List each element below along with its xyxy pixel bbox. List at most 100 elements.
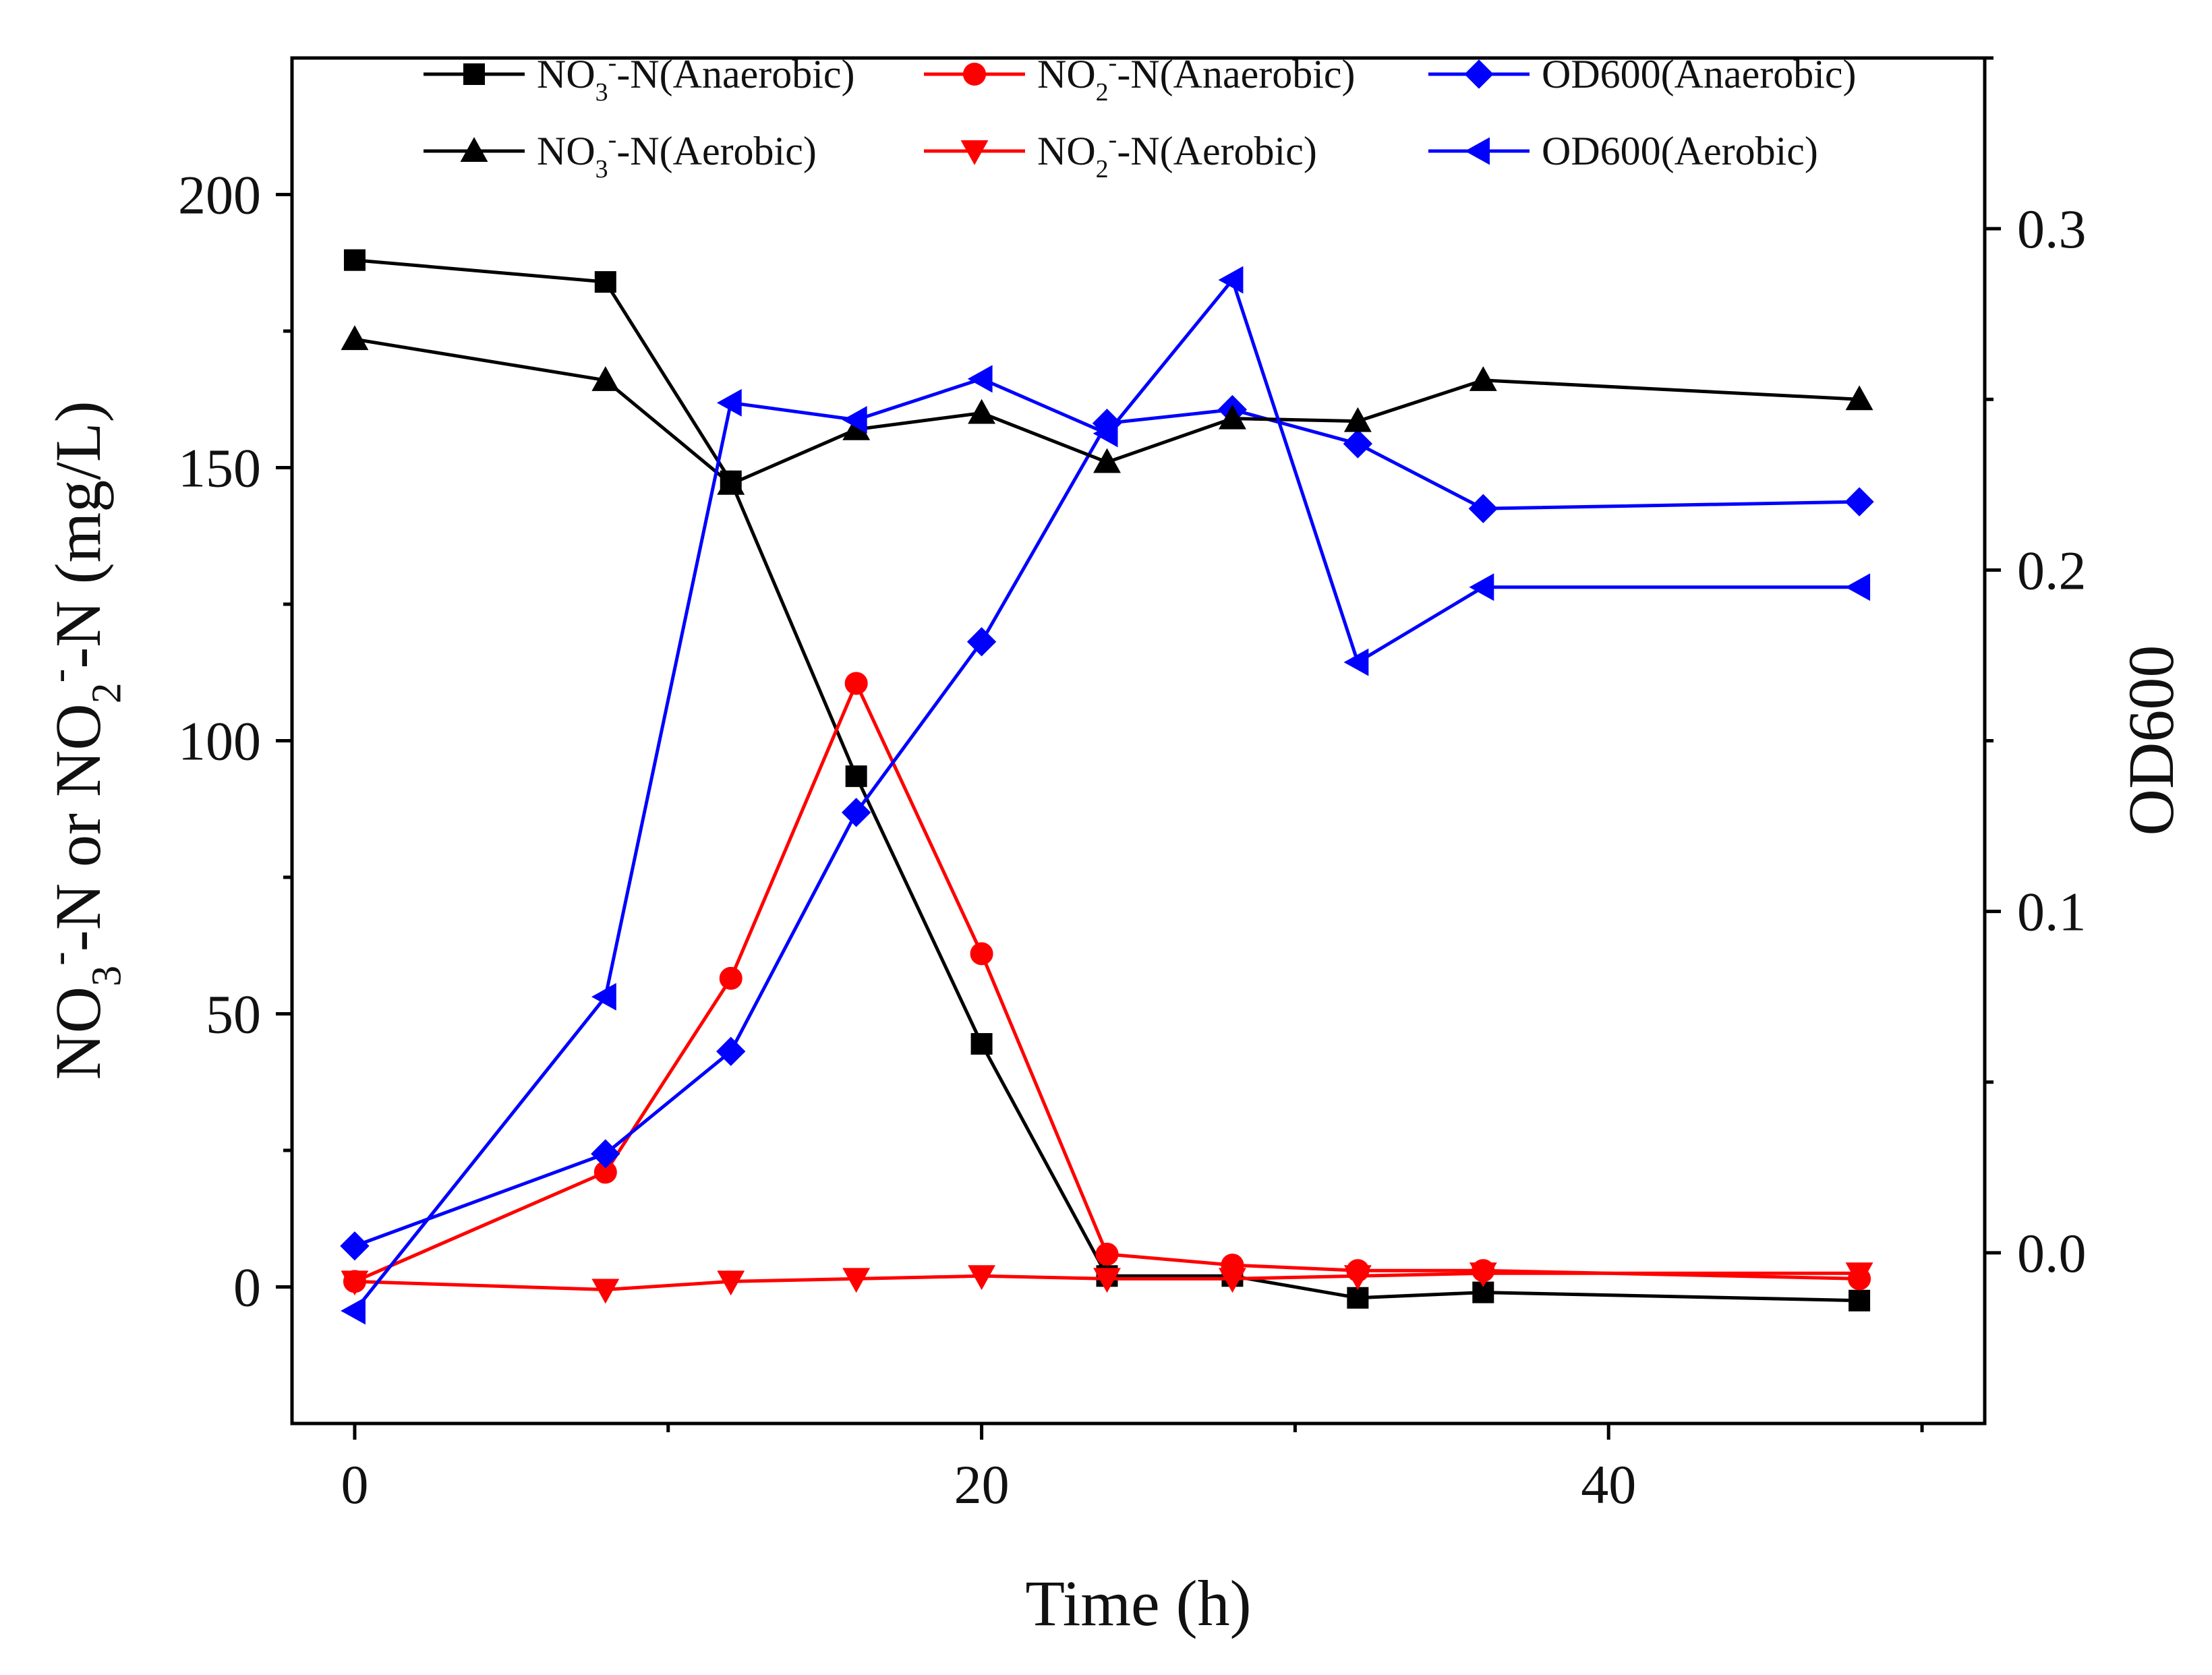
text-part: 3	[595, 155, 608, 183]
data-point	[343, 249, 366, 271]
data-point	[340, 1231, 370, 1261]
data-point	[1469, 1262, 1497, 1288]
legend-item: NO2--N(Aerobic)	[924, 125, 1317, 183]
legend-item: NO3--N(Aerobic)	[424, 125, 817, 183]
y-axis-title: NO3--N or NO2--N (mg/L)	[36, 401, 130, 1080]
y-tick-label: 150	[178, 438, 261, 499]
data-point	[1093, 1268, 1121, 1293]
series-line	[354, 337, 1860, 486]
legend-marker	[1464, 59, 1494, 89]
data-point	[1343, 429, 1373, 459]
y-tick-label: 100	[178, 711, 261, 772]
data-point	[844, 672, 868, 695]
text-part: NO	[1037, 129, 1096, 173]
text-part: OD600(Anaerobic)	[1542, 52, 1857, 96]
legend-item: NO2--N(Anaerobic)	[924, 49, 1355, 107]
text-part: NO	[42, 987, 114, 1080]
legend-label: OD600(Anaerobic)	[1542, 52, 1857, 96]
legend-item: OD600(Aerobic)	[1428, 129, 1818, 173]
series-layer	[340, 249, 1874, 1325]
text-part: -N(Anaerobic)	[1117, 52, 1355, 96]
y-tick-label: 50	[206, 984, 261, 1045]
text-part: -N (mg/L)	[42, 401, 114, 668]
data-point	[1095, 1242, 1119, 1266]
data-point	[591, 982, 616, 1011]
data-point	[1845, 385, 1873, 411]
data-point	[1093, 419, 1118, 448]
data-point	[842, 1268, 871, 1293]
data-point	[1093, 448, 1121, 473]
legend-label: NO2--N(Anaerobic)	[1037, 49, 1355, 107]
text-part: -	[36, 951, 82, 966]
series-1	[343, 672, 1871, 1293]
data-point	[591, 366, 620, 391]
data-point	[1844, 487, 1874, 517]
legend-marker	[460, 137, 488, 162]
x-tick-label: 40	[1581, 1454, 1636, 1515]
data-point	[1343, 1265, 1372, 1291]
data-point	[1469, 366, 1497, 391]
text-part: 3	[84, 966, 130, 987]
data-point	[967, 365, 993, 393]
series-3	[341, 325, 1873, 495]
data-point	[719, 966, 743, 990]
axis-ticks: 0 20 40 0 50 100 150 200 0.0 0.1 0.2 0.3	[178, 56, 2087, 1515]
text-part: -	[1109, 125, 1117, 154]
data-point	[966, 627, 997, 657]
data-point	[970, 942, 993, 966]
text-part: -N or NO	[42, 703, 114, 951]
text-part: -	[608, 49, 617, 77]
data-point	[842, 406, 867, 434]
data-point	[591, 1139, 620, 1169]
data-point	[341, 1297, 366, 1325]
series-4	[341, 1262, 1873, 1304]
y-tick-label: 0	[233, 1257, 261, 1318]
y2-tick-label: 0.2	[2017, 539, 2087, 601]
series-line	[353, 681, 1860, 1283]
legend: NO3--N(Anaerobic) NO2--N(Anaerobic) OD600(…	[424, 49, 1857, 183]
series-line	[354, 1271, 1860, 1292]
data-point	[1347, 1287, 1369, 1309]
text-part: -N(Anaerobic)	[616, 52, 854, 96]
x-axis-title: Time (h)	[1025, 1567, 1251, 1639]
x-tick-label: 20	[954, 1454, 1010, 1515]
data-point	[1218, 404, 1246, 430]
legend-label: NO3--N(Anaerobic)	[537, 49, 854, 107]
data-point	[970, 1033, 993, 1055]
legend-marker	[963, 63, 986, 86]
data-point	[716, 1036, 746, 1066]
data-point	[591, 1279, 620, 1304]
plot-frame	[290, 56, 1987, 1426]
text-part: -N(Aerobic)	[616, 129, 817, 173]
data-point	[1468, 494, 1498, 523]
data-point	[717, 469, 745, 495]
series-2	[340, 394, 1874, 1261]
data-point	[842, 798, 871, 827]
data-point	[1469, 573, 1494, 601]
data-point	[845, 765, 867, 788]
y2-tick-label: 0.0	[2017, 1223, 2087, 1284]
data-point	[717, 1270, 745, 1296]
data-point	[594, 271, 616, 293]
legend-item: NO3--N(Anaerobic)	[424, 49, 854, 107]
data-point	[716, 388, 742, 417]
data-point	[1218, 266, 1244, 294]
legend-label: OD600(Aerobic)	[1542, 129, 1818, 173]
y2-tick-label: 0.3	[2017, 198, 2087, 260]
text-part: NO	[537, 129, 595, 173]
data-point	[1845, 1262, 1873, 1288]
series-line	[354, 407, 1860, 1248]
data-point	[968, 1265, 996, 1291]
legend-item: OD600(Anaerobic)	[1428, 52, 1857, 96]
series-5	[341, 266, 1871, 1325]
text-part: -	[608, 125, 617, 154]
series-line	[354, 258, 1860, 1303]
data-point	[1849, 1289, 1871, 1312]
text-part: 2	[1096, 78, 1109, 107]
text-part: NO	[537, 52, 595, 96]
legend-marker	[1465, 137, 1490, 165]
x-tick-label: 0	[341, 1454, 368, 1515]
legend-label: NO2--N(Aerobic)	[1037, 125, 1317, 183]
text-part: OD600(Aerobic)	[1542, 129, 1818, 173]
